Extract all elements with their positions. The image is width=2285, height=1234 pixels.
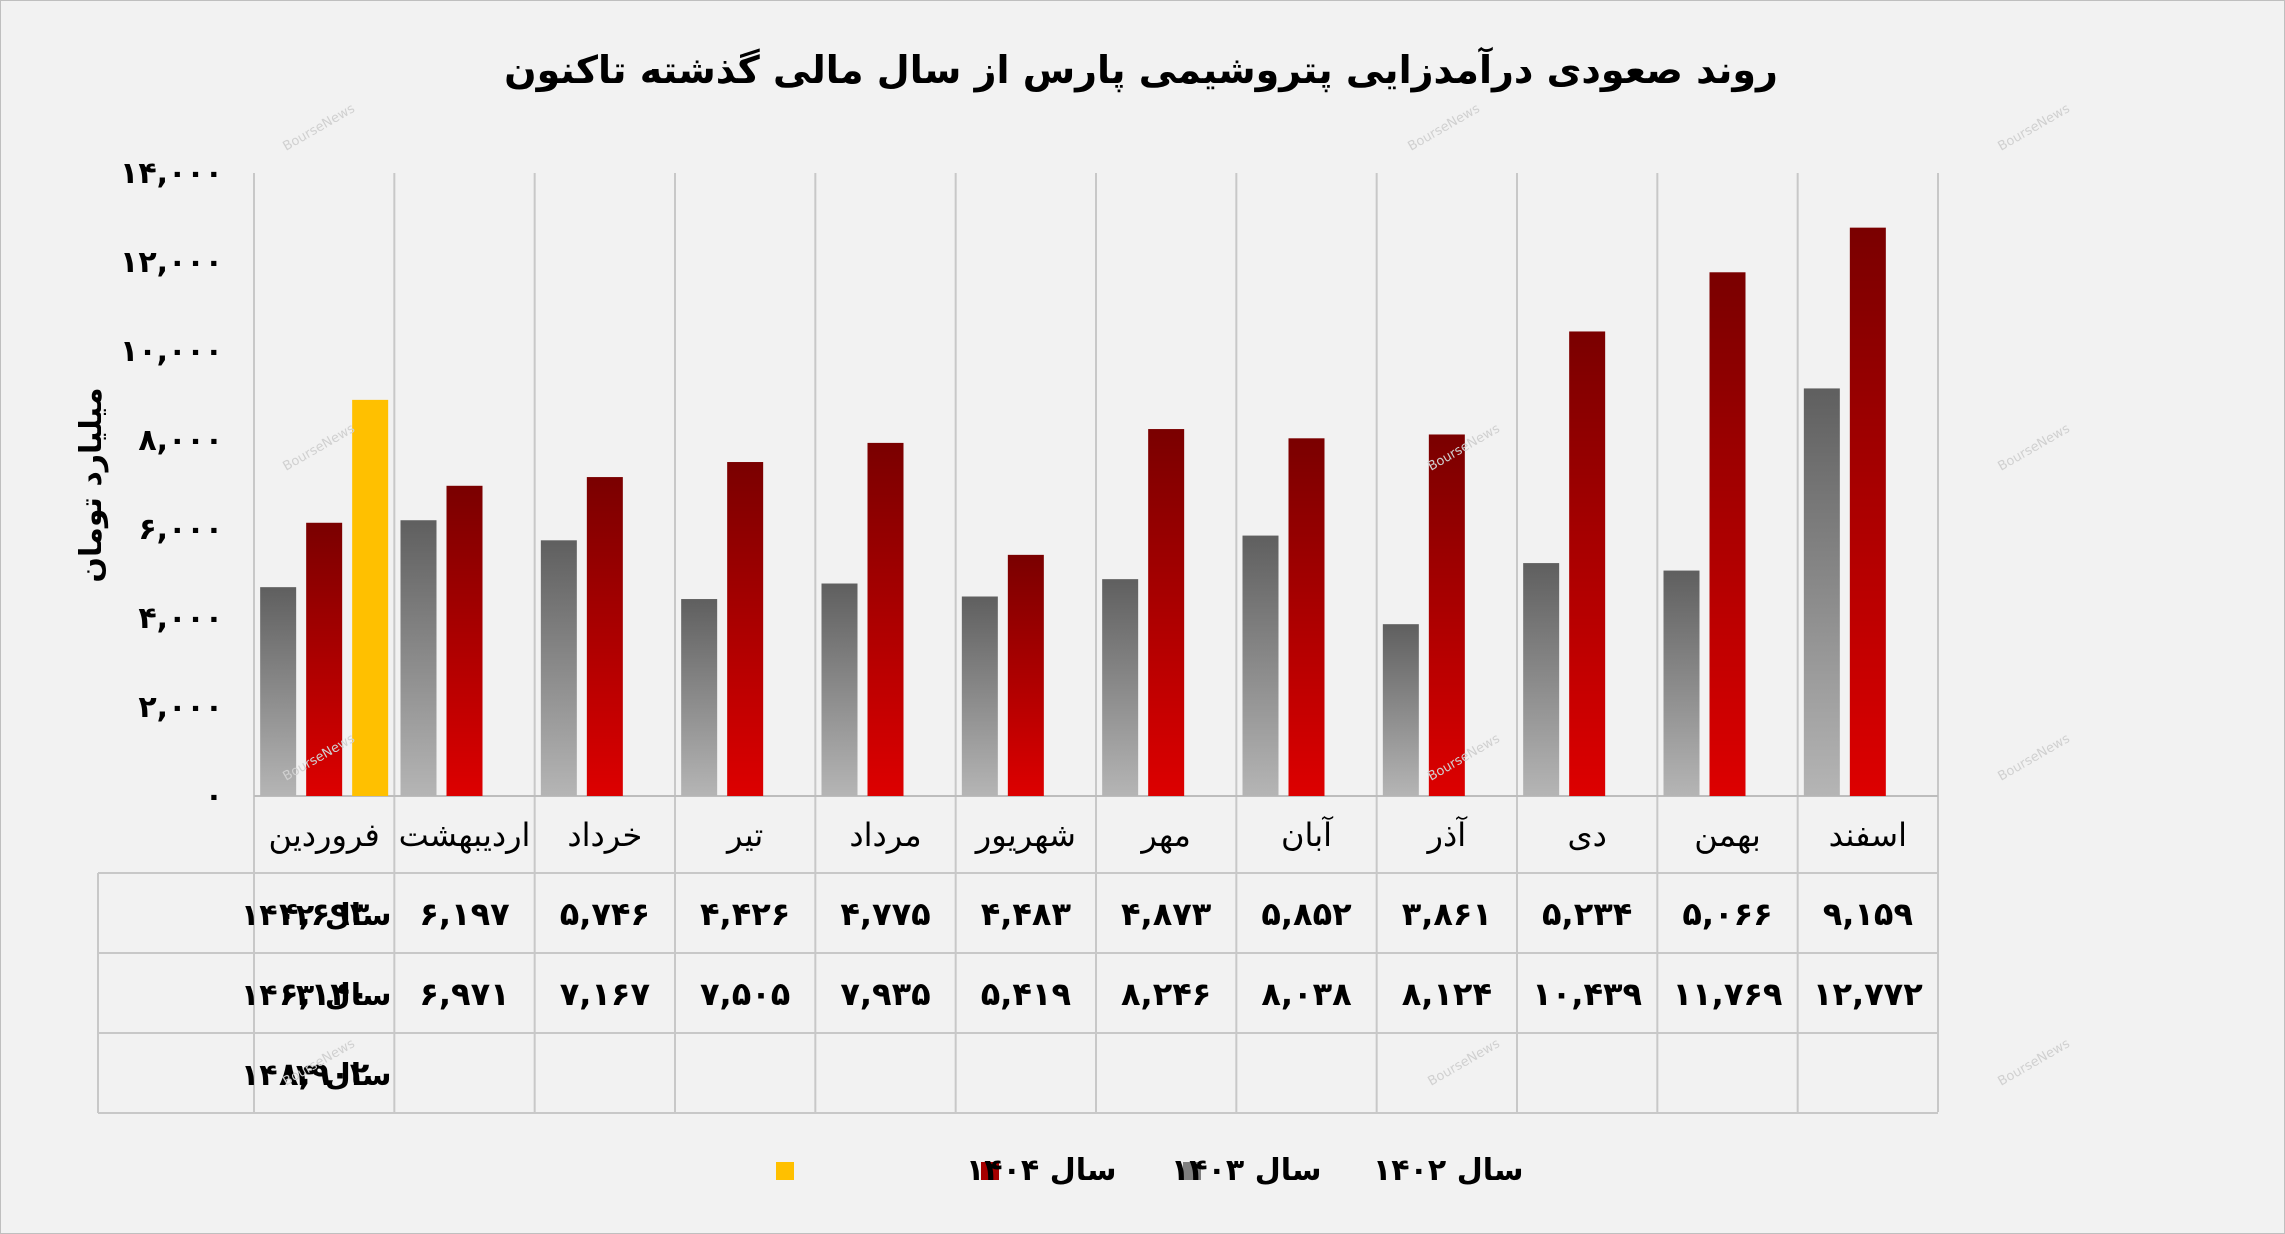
table-series-label: سال ۱۴۰۳: [241, 978, 392, 1013]
table-value: ۵,۸۵۲: [1261, 895, 1352, 933]
table-value: ۴,۷۷۵: [840, 895, 930, 933]
watermark: BourseNews: [1426, 1036, 1503, 1089]
table-value: ۵,۲۳۴: [1542, 895, 1632, 933]
table-value: ۵,۴۱۹: [981, 975, 1071, 1013]
x-tick-label: آذر: [1426, 815, 1469, 854]
bar-series-1: [727, 462, 764, 796]
table-value: ۸,۰۳۸: [1261, 975, 1352, 1013]
table-series-label: سال ۱۴۰۲: [241, 898, 392, 933]
x-tick-label: مرداد: [849, 816, 921, 854]
table-value: ۶,۱۹۷: [419, 895, 510, 933]
bar-series-0: [1242, 535, 1279, 796]
table-value: ۵,۷۴۶: [560, 895, 650, 933]
bar-series-1: [1428, 434, 1465, 796]
table-value: ۸,۲۴۶: [1121, 975, 1211, 1013]
legend-swatch-0: [1183, 1162, 1201, 1180]
table-value: ۱۱,۷۶۹: [1673, 975, 1783, 1013]
table-value: ۷,۵۰۵: [700, 975, 790, 1013]
legend-swatch-1: [981, 1162, 999, 1180]
legend-label: سال ۱۴۰۲: [1373, 1153, 1524, 1188]
bar-series-0: [540, 540, 577, 796]
table-value: ۹,۱۵۹: [1823, 895, 1913, 933]
bar-series-1: [1569, 331, 1606, 796]
y-tick-label: ۴,۰۰۰: [138, 601, 223, 636]
bar-series-1: [586, 477, 623, 796]
y-tick-label: ۸,۰۰۰: [138, 423, 223, 458]
bar-series-1: [1007, 554, 1044, 796]
bar-series-0: [400, 520, 437, 796]
table-value: ۷,۱۶۷: [560, 975, 651, 1013]
bar-series-0: [681, 599, 718, 796]
table-value: ۸,۹۰۲: [279, 1055, 370, 1093]
bar-series-1: [1709, 272, 1746, 796]
y-tick-label: ۰: [205, 779, 223, 814]
legend-label: سال ۱۴۰۳: [1171, 1153, 1322, 1188]
table-value: ۴,۶۹۳: [279, 895, 370, 933]
bar-series-1: [867, 442, 904, 796]
bar-series-0: [260, 587, 297, 796]
watermark: BourseNews: [1996, 421, 2073, 474]
bar-series-1: [1148, 429, 1185, 796]
x-tick-label: اردیبهشت: [399, 816, 531, 854]
bar-series-0: [1523, 563, 1560, 796]
y-tick-label: ۱۴,۰۰۰: [120, 156, 223, 191]
watermark: BourseNews: [1406, 101, 1483, 154]
bar-series-0: [1382, 624, 1419, 796]
x-tick-label: اسفند: [1829, 816, 1907, 854]
bar-series-0: [1663, 570, 1700, 796]
legend-swatch-2: [776, 1162, 794, 1180]
table-value: ۸,۱۲۴: [1402, 975, 1492, 1013]
table-value: ۴,۴۸۳: [981, 895, 1072, 933]
table-value: ۴,۸۷۳: [1121, 895, 1212, 933]
watermark: BourseNews: [281, 101, 358, 154]
legend-label: سال ۱۴۰۴: [966, 1153, 1117, 1188]
x-tick-label: تیر: [725, 816, 763, 854]
y-tick-label: ۱۰,۰۰۰: [120, 334, 223, 369]
bar-series-1: [1288, 438, 1325, 796]
x-tick-label: شهریور: [974, 816, 1076, 854]
y-tick-label: ۱۲,۰۰۰: [120, 245, 223, 280]
table-value: ۳,۸۶۱: [1402, 895, 1492, 933]
bar-series-1: [446, 485, 483, 796]
y-tick-label: ۲,۰۰۰: [138, 690, 223, 725]
x-tick-label: مهر: [1139, 816, 1191, 854]
table-value: ۶,۹۷۱: [419, 975, 509, 1013]
x-tick-label: آبان: [1281, 815, 1334, 854]
y-axis-label: میلیارد تومان: [74, 387, 109, 582]
table-value: ۶,۱۴۰: [279, 975, 369, 1013]
watermark: BourseNews: [1996, 101, 2073, 154]
bar-series-1: [306, 522, 343, 796]
watermark: BourseNews: [281, 421, 358, 474]
table-series-label: سال ۱۴۰۴: [241, 1058, 392, 1093]
x-tick-label: دی: [1568, 816, 1607, 854]
y-tick-label: ۶,۰۰۰: [138, 512, 223, 547]
table-value: ۱۰,۴۳۹: [1532, 975, 1642, 1013]
bar-series-0: [821, 583, 858, 796]
watermark: BourseNews: [1996, 731, 2073, 784]
watermark: BourseNews: [1996, 1036, 2073, 1089]
chart-title: روند صعودی درآمدزایی پتروشیمی پارس از سا…: [504, 46, 1778, 93]
x-tick-label: خرداد: [567, 816, 642, 854]
bar-series-0: [1803, 388, 1840, 796]
bar-series-1: [1849, 227, 1886, 796]
table-value: ۱۲,۷۷۲: [1813, 975, 1923, 1013]
table-value: ۵,۰۶۶: [1682, 895, 1772, 933]
bar-series-0: [1102, 579, 1139, 796]
bar-series-2: [352, 399, 389, 796]
table-value: ۴,۴۲۶: [700, 895, 790, 933]
table-value: ۷,۹۳۵: [840, 975, 930, 1013]
x-tick-label: فروردین: [268, 816, 379, 854]
bar-series-0: [961, 596, 998, 796]
x-tick-label: بهمن: [1694, 816, 1761, 854]
